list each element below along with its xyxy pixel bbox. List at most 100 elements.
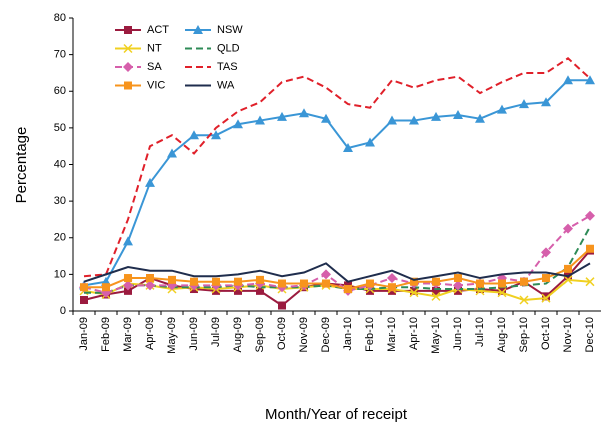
marker <box>278 279 286 288</box>
marker <box>256 286 264 295</box>
marker <box>321 113 331 123</box>
marker <box>124 286 132 295</box>
y-tick-label: 30 <box>54 195 66 207</box>
marker <box>102 283 110 292</box>
y-tick-label: 80 <box>54 12 66 24</box>
x-tick-label: Aug-09 <box>232 317 244 352</box>
legend-label: QLD <box>217 42 240 54</box>
marker <box>278 301 286 310</box>
series-line <box>83 79 590 287</box>
marker <box>80 296 88 305</box>
marker <box>498 279 506 288</box>
y-tick-label: 0 <box>60 305 66 317</box>
marker <box>519 295 529 305</box>
marker <box>124 274 132 283</box>
marker <box>167 148 177 158</box>
legend-label: WA <box>217 79 235 91</box>
marker <box>343 143 353 153</box>
series-line <box>84 248 591 291</box>
x-tick-label: Mar-10 <box>386 317 398 352</box>
marker <box>541 247 551 258</box>
marker <box>542 292 550 301</box>
marker <box>453 110 463 120</box>
legend-label: VIC <box>147 79 165 91</box>
marker <box>475 113 485 123</box>
x-tick-label: Dec-09 <box>320 317 332 352</box>
marker <box>586 244 594 253</box>
x-tick-label: Oct-10 <box>540 317 552 350</box>
marker <box>234 277 242 286</box>
x-tick-label: Apr-10 <box>408 317 420 350</box>
marker <box>585 277 595 287</box>
x-axis-title: Month/Year of receipt <box>265 406 408 423</box>
y-tick-label: 50 <box>54 122 66 134</box>
marker <box>409 115 419 125</box>
marker <box>497 104 507 114</box>
y-tick-label: 60 <box>54 85 66 97</box>
marker <box>585 210 595 221</box>
marker <box>168 275 176 284</box>
marker <box>454 286 462 295</box>
marker <box>321 269 331 280</box>
x-tick-label: Feb-09 <box>100 317 112 352</box>
marker <box>542 274 550 283</box>
marker <box>563 223 573 234</box>
marker <box>519 99 529 109</box>
x-tick-label: Jul-10 <box>474 317 486 347</box>
marker <box>146 274 154 283</box>
marker <box>387 115 397 125</box>
marker <box>80 283 88 292</box>
legend-label: SA <box>147 61 162 73</box>
x-tick-label: Nov-09 <box>298 317 310 352</box>
x-tick-label: May-09 <box>166 317 178 354</box>
legend-label: NSW <box>217 24 243 36</box>
x-tick-label: Jan-09 <box>78 317 90 351</box>
legend-label: ACT <box>147 24 169 36</box>
marker <box>300 279 308 288</box>
x-tick-label: Sep-09 <box>254 317 266 352</box>
marker <box>212 277 220 286</box>
marker <box>366 286 374 295</box>
marker <box>123 280 133 291</box>
marker <box>410 286 418 295</box>
marker <box>585 75 595 85</box>
marker <box>387 273 397 284</box>
x-tick-label: Dec-10 <box>584 317 596 352</box>
x-tick-label: Aug-10 <box>496 317 508 352</box>
x-tick-label: Jun-09 <box>188 317 200 351</box>
x-tick-label: Sep-10 <box>518 317 530 352</box>
marker <box>124 26 132 34</box>
marker <box>145 177 155 187</box>
marker <box>123 43 133 54</box>
marker <box>190 277 198 286</box>
marker <box>145 280 155 291</box>
series-line <box>83 57 591 278</box>
marker <box>322 279 330 288</box>
marker <box>193 25 203 34</box>
marker <box>123 236 133 246</box>
marker <box>189 130 199 140</box>
marker <box>453 280 463 291</box>
legend-label: NT <box>147 42 162 54</box>
x-tick-label: Mar-09 <box>122 317 134 352</box>
marker <box>366 279 374 288</box>
marker <box>410 277 418 286</box>
marker <box>277 111 287 121</box>
marker <box>454 274 462 283</box>
marker <box>255 115 265 125</box>
x-tick-label: May-10 <box>430 317 442 354</box>
marker <box>344 285 352 294</box>
marker <box>541 97 551 107</box>
y-tick-label: 70 <box>54 49 66 61</box>
x-tick-label: Nov-10 <box>562 317 574 352</box>
y-tick-label: 20 <box>54 232 66 244</box>
marker <box>541 293 551 303</box>
y-axis-title: Percentage <box>13 127 30 204</box>
marker <box>476 279 484 288</box>
x-tick-label: Jun-10 <box>452 317 464 351</box>
x-tick-label: Oct-09 <box>276 317 288 350</box>
marker <box>256 275 264 284</box>
marker <box>365 137 375 147</box>
series-line <box>83 262 591 283</box>
